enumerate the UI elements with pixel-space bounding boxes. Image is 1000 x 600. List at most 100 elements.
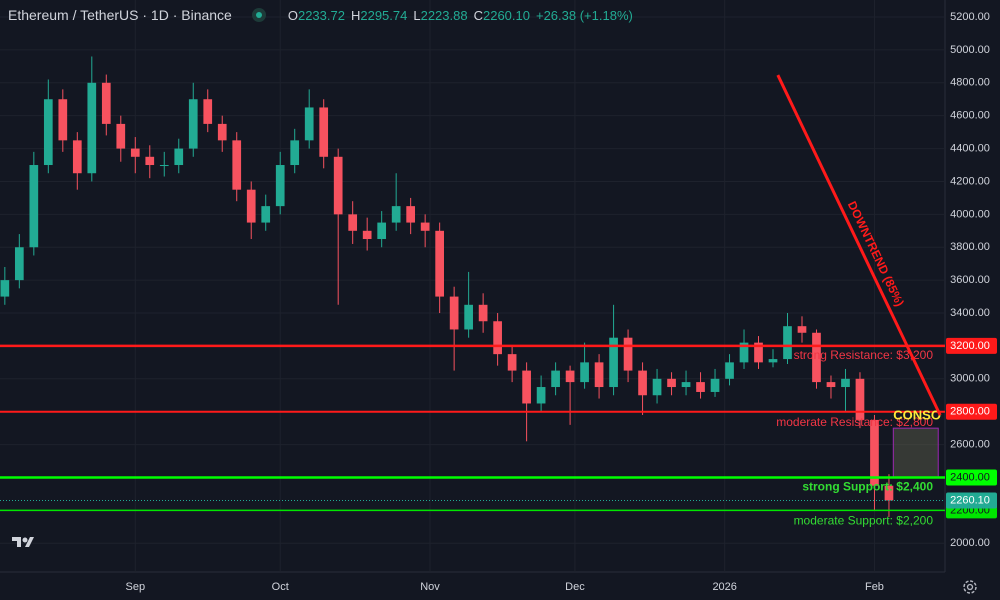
candle-body (638, 370, 647, 396)
y-tick-label: 4200.00 (950, 175, 990, 187)
candle-body (391, 206, 401, 223)
tradingview-logo (12, 537, 34, 547)
candle-body (145, 156, 155, 166)
candle-body (87, 82, 97, 174)
candle-body (420, 222, 430, 231)
y-tick-label: 4800.00 (950, 77, 990, 89)
level-label: moderate Support: $2,200 (794, 514, 934, 528)
box-label: CONSO (893, 408, 941, 423)
candle-body (826, 382, 836, 388)
trend-line (776, 74, 942, 416)
y-tick-label: 3800.00 (950, 241, 990, 253)
ohlc-key: O (287, 8, 298, 23)
candle-body (58, 99, 68, 141)
y-tick-label: 5200.00 (950, 11, 990, 23)
candle-body (594, 362, 604, 388)
candle-body (739, 342, 749, 363)
candle-body (681, 382, 691, 388)
ohlc: O2233.72 H2295.74 L2223.88 C2260.10 (282, 7, 530, 23)
candle-body (261, 206, 271, 223)
y-tick-label: 2000.00 (950, 537, 990, 549)
market-status[interactable] (251, 8, 266, 22)
candle-body (841, 378, 850, 388)
candle-body (0, 280, 10, 297)
symbol[interactable]: Ethereum / TetherUS · 1D · Binance (8, 7, 232, 23)
price-tag (946, 403, 997, 420)
candle-body (464, 304, 473, 330)
y-tick-label: 3400.00 (950, 307, 990, 319)
trend-label: DOWNTREND (85%) (845, 199, 907, 309)
candle-body (507, 354, 517, 371)
candle-body (652, 378, 662, 396)
last-price-label: 2260.10 (950, 494, 990, 506)
candle-body (246, 189, 256, 223)
candle-body (362, 230, 372, 240)
axes: 2000.002200.002400.002600.002800.003000.… (125, 11, 997, 593)
candle-body (348, 214, 358, 231)
candle-body (43, 99, 53, 166)
candle-body (449, 296, 459, 330)
ohlc-value: 2295.74 (360, 8, 408, 23)
candle-body (493, 321, 502, 355)
price-tag (946, 469, 997, 486)
candle-body (696, 382, 705, 392)
x-tick-label: Sep (125, 581, 145, 593)
candle-body (667, 378, 676, 388)
candle-body (232, 140, 242, 190)
x-tick-label: Nov (420, 581, 440, 593)
candle-body (377, 222, 387, 240)
candle-body (116, 123, 126, 149)
consolidation-box (892, 427, 939, 478)
level-label: moderate Resistance: $2,800 (776, 415, 933, 429)
candle-body (478, 304, 488, 322)
price-tag-label: 3200.00 (950, 340, 990, 352)
candle-body (130, 148, 140, 157)
candle-body (304, 107, 314, 141)
candle-body (72, 140, 82, 174)
candle-body (406, 206, 416, 223)
ohlc-key: L (413, 8, 421, 23)
level-label: strong Resistance: $3,200 (794, 348, 934, 362)
candle-body (14, 247, 24, 281)
ohlc-value: 2260.10 (482, 8, 530, 23)
candle-body (623, 337, 633, 371)
candle-body (290, 140, 300, 166)
candle-body (174, 148, 184, 166)
candle-body (435, 230, 444, 297)
candle-body (783, 326, 792, 360)
candle-body (768, 359, 778, 363)
candle-body (609, 337, 618, 388)
ohlc-value: 2233.72 (297, 8, 345, 23)
candle-body (333, 156, 343, 215)
x-tick-label: 2026 (712, 581, 736, 593)
candle-body (725, 362, 734, 379)
price-tag-label: 2800.00 (950, 406, 990, 418)
y-tick-label: 4600.00 (950, 110, 990, 122)
candle-body (812, 332, 821, 383)
candle-body (522, 370, 531, 404)
change: +26.38 (+1.18%) (535, 7, 633, 23)
legend-header: Ethereum / TetherUS · 1D · Binance O2233… (8, 7, 633, 23)
plot: strong Resistance: $3,200 moderate Resist… (0, 56, 945, 528)
candle-body (870, 419, 879, 486)
y-tick-label: 4000.00 (950, 208, 990, 220)
candle-body (203, 99, 213, 124)
candle-body (797, 326, 807, 333)
candle-body (565, 370, 575, 383)
candle-body (580, 362, 589, 383)
x-tick-label: Dec (565, 581, 585, 593)
price-tag-label: 2400.00 (950, 471, 990, 483)
settings-icon[interactable] (963, 580, 977, 594)
y-tick-label: 4400.00 (950, 142, 990, 154)
candle-body (29, 165, 39, 248)
price-tag (946, 337, 997, 354)
candle-body (159, 165, 169, 167)
last-price-tag (946, 492, 997, 509)
y-tick-label: 5000.00 (950, 44, 990, 56)
y-tick-label: 2600.00 (950, 439, 990, 451)
candle-body (754, 342, 763, 363)
ohlc-key: C (473, 8, 483, 23)
candle-body (536, 387, 546, 404)
